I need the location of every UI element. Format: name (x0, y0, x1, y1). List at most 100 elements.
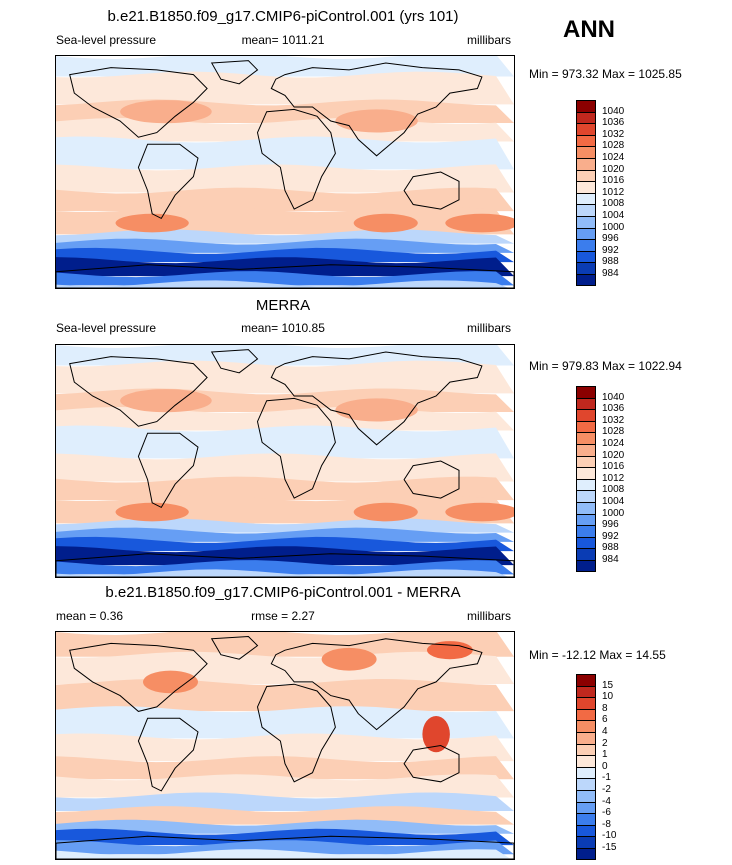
colorbar-swatch (576, 720, 596, 733)
minmax-label: Min = 973.32 Max = 1025.85 (529, 67, 682, 81)
colorbar-swatch (576, 836, 596, 849)
coastline (270, 638, 483, 731)
colorbar-swatch (576, 100, 596, 113)
colorbar-swatch (576, 227, 596, 241)
contour-band (56, 819, 514, 834)
contour-band (56, 849, 511, 859)
colorbar-swatch (576, 778, 596, 791)
contour-band (56, 238, 514, 253)
colorbar-swatch (576, 813, 596, 826)
colorbar-swatch (576, 420, 596, 434)
units-label: millibars (466, 33, 511, 47)
colorbar-label: 10 (602, 691, 614, 703)
colorbar-swatch (576, 397, 596, 411)
colorbar-label: 1040 (602, 391, 625, 403)
colorbar-label: 1012 (602, 472, 625, 484)
contour-band (56, 733, 514, 762)
coastline (403, 744, 460, 783)
colorbar-label: 1 (602, 749, 608, 761)
colorbar-swatch (576, 432, 596, 445)
colorbar-label: 1032 (602, 414, 625, 426)
contour-band (56, 527, 514, 542)
colorbar-swatch (576, 204, 596, 217)
coastline (69, 642, 208, 712)
colorbar-label: 1004 (602, 210, 625, 221)
colorbar-swatch (576, 467, 596, 480)
colorbar-label: 4 (602, 726, 608, 737)
contour-band (56, 560, 514, 575)
colorbar-swatch (576, 274, 596, 286)
map-field (56, 56, 514, 288)
colorbar-label: -10 (602, 830, 617, 842)
colorbar-label: -4 (602, 795, 611, 807)
colorbar-swatch (576, 766, 596, 780)
units-label: millibars (466, 609, 511, 623)
colorbar-swatch (576, 560, 596, 572)
colorbar-swatch (576, 525, 596, 538)
coastline (270, 351, 483, 446)
colorbar-swatch (576, 790, 596, 803)
colorbar-swatch (576, 181, 596, 194)
colorbar-swatch (576, 146, 596, 159)
colorbar-swatch (576, 478, 596, 492)
coastline (256, 683, 336, 783)
colorbar-label: 1000 (602, 507, 625, 519)
coastline (256, 108, 336, 210)
colorbar-swatch (576, 824, 596, 838)
map-panel (55, 55, 515, 289)
contour-band (56, 187, 514, 212)
colorbar-label: 996 (602, 233, 619, 245)
contour-band (56, 828, 514, 846)
colorbar-swatch (576, 123, 596, 136)
mean-label: mean = 0.36 (56, 609, 124, 623)
colorbar-label: 15 (602, 679, 614, 691)
colorbar-swatch (576, 685, 596, 699)
colorbar-label: -8 (602, 818, 611, 830)
pressure-cell (115, 502, 189, 522)
contour-band (56, 632, 514, 657)
contour-band (56, 247, 514, 263)
colorbar-label: 988 (602, 256, 619, 268)
contour-band (56, 136, 514, 170)
contour-band (56, 476, 514, 501)
pressure-cell (445, 502, 514, 522)
colorbar-label: -15 (602, 842, 617, 853)
pressure-cell (143, 670, 198, 694)
pressure-cell (335, 398, 418, 422)
colorbar-label: 1020 (602, 163, 625, 175)
contour-band (56, 840, 514, 855)
pressure-cell (115, 213, 189, 233)
pressure-cell (321, 647, 377, 671)
contour-band (56, 280, 509, 288)
coastline (56, 553, 514, 577)
colorbar-swatch (576, 455, 596, 469)
colorbar-label: 1008 (602, 198, 625, 210)
coastline (56, 835, 514, 859)
colorbar-label: 0 (602, 760, 608, 772)
coastline (256, 397, 336, 499)
coastline (69, 67, 208, 138)
colorbar-label: 988 (602, 542, 619, 554)
rmse-label: rmse = 2.27 (251, 609, 315, 623)
map-field (56, 345, 514, 577)
mean-label: mean= 1011.21 (241, 33, 325, 47)
colorbar-swatch (576, 239, 596, 252)
colorbar-label: 1016 (602, 461, 625, 473)
colorbar-swatch (576, 386, 596, 399)
colorbar-label: 1016 (602, 175, 625, 187)
contour-band (56, 453, 514, 482)
colorbar-swatch (576, 502, 596, 515)
colorbar-label: 1020 (602, 449, 625, 461)
colorbar-label: 984 (602, 554, 619, 565)
colorbar-swatch (576, 169, 596, 183)
contour-band (56, 536, 514, 552)
pressure-cell (120, 389, 212, 413)
colorbar-label: 2 (602, 737, 608, 749)
colorbar-label: 1008 (602, 484, 625, 496)
coastline (210, 60, 259, 85)
colorbar-label: 1028 (602, 426, 625, 438)
contour-band (56, 229, 514, 244)
colorbar-swatch (576, 848, 596, 860)
pressure-cell (422, 715, 450, 753)
map-panel (55, 344, 515, 578)
